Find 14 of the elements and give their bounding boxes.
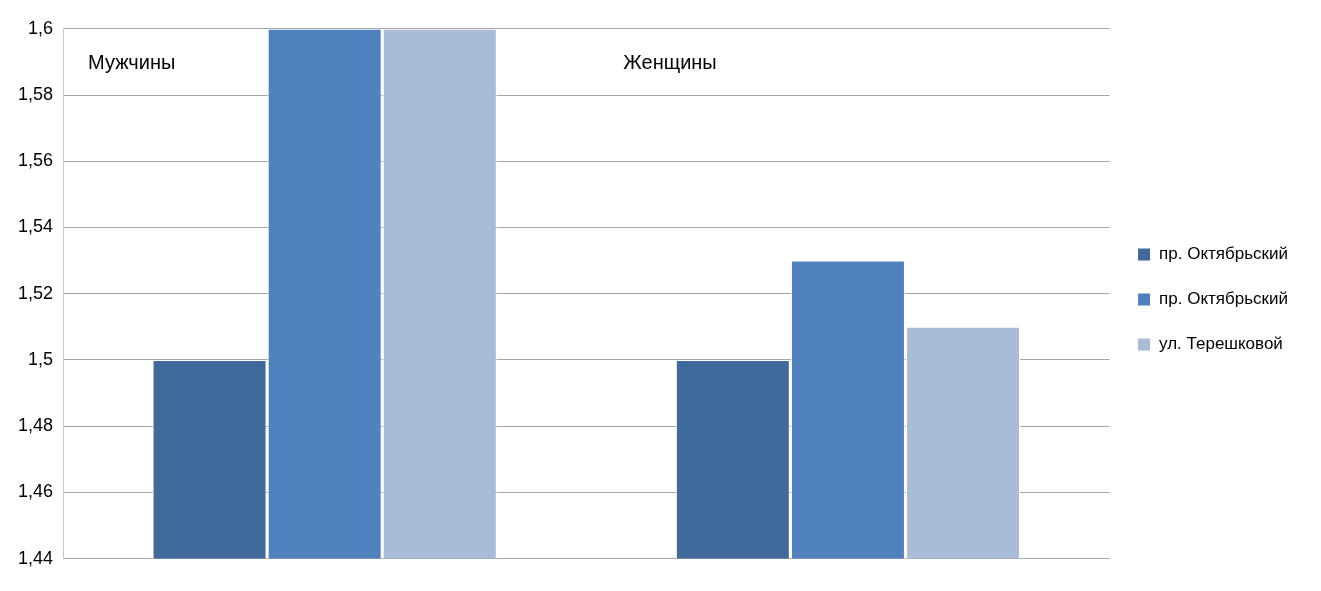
- y-tick-label: 1,6: [28, 17, 54, 38]
- annotation: Женщины: [623, 51, 717, 74]
- y-tick-label: 1,5: [28, 348, 54, 369]
- y-tick-label: 1,52: [17, 282, 54, 303]
- annotation: Мужчины: [88, 51, 176, 74]
- y-tick-label: 1,48: [17, 415, 54, 436]
- y-tick-label: 1,46: [17, 481, 54, 502]
- y-tick-label: 1,56: [17, 150, 54, 171]
- y-tick-label: 1,54: [17, 216, 54, 237]
- y-tick-label: 1,44: [17, 547, 54, 568]
- y-tick-label: 1,58: [17, 83, 54, 104]
- legend-label: пр. Октябрьский: [1159, 244, 1289, 264]
- legend-label: ул. Терешковой: [1159, 334, 1283, 354]
- legend-label: пр. Октябрьский: [1159, 289, 1289, 309]
